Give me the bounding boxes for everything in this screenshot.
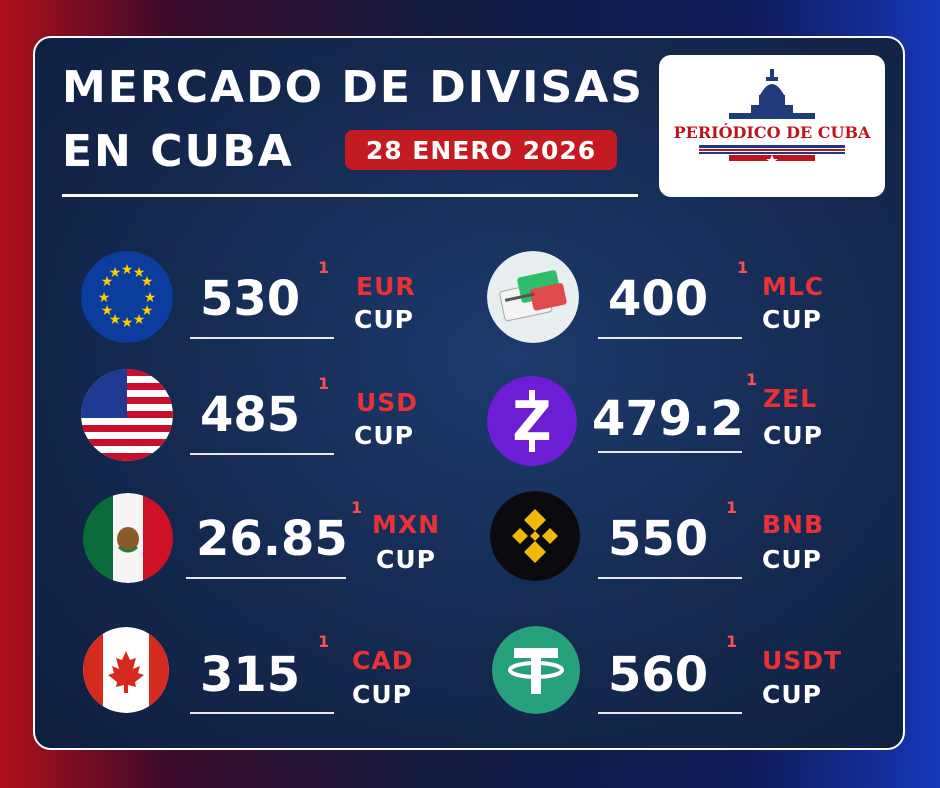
mxn-code: MXN bbox=[372, 510, 441, 539]
svg-text:★: ★ bbox=[141, 274, 154, 290]
logo-text: PERIÓDICO DE CUBA bbox=[673, 123, 871, 142]
usdt-value: 560 bbox=[608, 647, 709, 703]
eur-value: 530 bbox=[200, 271, 301, 327]
usa-flag-icon bbox=[81, 369, 173, 461]
svg-text:★: ★ bbox=[109, 312, 122, 328]
cad-underline bbox=[190, 712, 334, 714]
cad-note: 1 bbox=[318, 632, 330, 651]
svg-text:★: ★ bbox=[133, 312, 146, 328]
title-line-1: MERCADO DE DIVISAS bbox=[62, 62, 644, 113]
eur-code: EUR bbox=[356, 272, 416, 301]
eur-underline bbox=[190, 337, 334, 339]
usdt-unit: CUP bbox=[762, 680, 822, 709]
canada-flag-icon bbox=[83, 627, 169, 713]
cad-unit: CUP bbox=[352, 680, 412, 709]
bnb-value: 550 bbox=[608, 511, 709, 567]
mxn-unit: CUP bbox=[376, 545, 436, 574]
mlc-code: MLC bbox=[762, 272, 825, 301]
title-divider bbox=[62, 194, 638, 197]
bnb-underline bbox=[598, 577, 742, 579]
periodico-de-cuba-logo: PERIÓDICO DE CUBA bbox=[659, 55, 885, 197]
mlc-unit: CUP bbox=[762, 305, 822, 334]
eur-note: 1 bbox=[318, 258, 330, 277]
mlc-note: 1 bbox=[737, 258, 749, 277]
binance-icon bbox=[490, 491, 580, 581]
capitol-icon bbox=[699, 69, 845, 165]
svg-text:★: ★ bbox=[98, 290, 111, 306]
zel-note: 1 bbox=[746, 370, 758, 389]
eur-unit: CUP bbox=[354, 305, 414, 334]
usdt-code: USDT bbox=[762, 646, 843, 675]
svg-text:★: ★ bbox=[121, 315, 134, 331]
mlc-underline bbox=[598, 337, 742, 339]
svg-text:★: ★ bbox=[121, 262, 134, 278]
svg-text:★: ★ bbox=[144, 290, 157, 306]
usd-value: 485 bbox=[200, 387, 301, 443]
eu-flag-icon: ★ ★ ★ ★ ★ ★ ★ ★ ★ ★ ★ ★ bbox=[81, 251, 173, 343]
zelle-icon: Z bbox=[487, 376, 577, 466]
cad-value: 315 bbox=[200, 647, 301, 703]
zel-underline bbox=[598, 451, 742, 453]
mexico-flag-icon bbox=[83, 493, 173, 583]
mxn-note: 1 bbox=[351, 498, 363, 517]
zel-code: ZEL bbox=[763, 384, 818, 413]
mlc-value: 400 bbox=[608, 271, 709, 327]
bnb-unit: CUP bbox=[762, 545, 822, 574]
cad-code: CAD bbox=[352, 646, 414, 675]
usd-underline bbox=[190, 453, 334, 455]
usd-note: 1 bbox=[318, 374, 330, 393]
bnb-note: 1 bbox=[726, 498, 738, 517]
usdt-underline bbox=[598, 712, 742, 714]
zel-value: 479.2 bbox=[592, 391, 744, 447]
tether-icon bbox=[492, 626, 580, 714]
svg-text:★: ★ bbox=[101, 303, 114, 319]
usdt-note: 1 bbox=[726, 632, 738, 651]
bnb-code: BNB bbox=[762, 510, 825, 539]
svg-text:★: ★ bbox=[141, 303, 154, 319]
date-badge: 28 ENERO 2026 bbox=[345, 130, 617, 170]
mxn-underline bbox=[186, 577, 346, 579]
mxn-value: 26.85 bbox=[196, 511, 348, 567]
bank-cards-icon bbox=[487, 251, 579, 343]
zel-unit: CUP bbox=[763, 421, 823, 450]
svg-text:★: ★ bbox=[109, 265, 122, 281]
usd-unit: CUP bbox=[354, 421, 414, 450]
svg-text:★: ★ bbox=[133, 265, 146, 281]
svg-text:★: ★ bbox=[101, 274, 114, 290]
usd-code: USD bbox=[356, 388, 419, 417]
title-line-2: EN CUBA bbox=[62, 126, 294, 177]
